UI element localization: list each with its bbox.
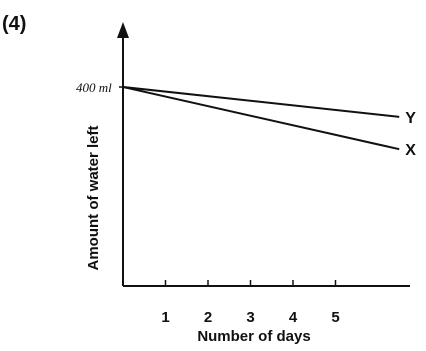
y-tick-label-400: 400 ml [76, 80, 112, 95]
series-line-y [122, 86, 400, 118]
x-axis-label: Number of days [197, 328, 310, 345]
series-lines: YX [122, 86, 416, 159]
x-tick-label: 2 [204, 309, 212, 326]
x-tick-label: 3 [246, 309, 254, 326]
x-tick-label: 1 [161, 309, 169, 326]
y-axis [117, 22, 129, 286]
x-tick-label: 5 [331, 309, 339, 326]
x-tick-label: 4 [289, 309, 298, 326]
figure-label: (4) [2, 13, 26, 35]
y-axis-label: Amount of water left [85, 125, 102, 270]
series-label-x: X [405, 142, 416, 159]
x-ticks: 1 2 3 4 5 [119, 86, 340, 326]
series-label-y: Y [405, 110, 416, 127]
series-line-x [122, 86, 400, 151]
